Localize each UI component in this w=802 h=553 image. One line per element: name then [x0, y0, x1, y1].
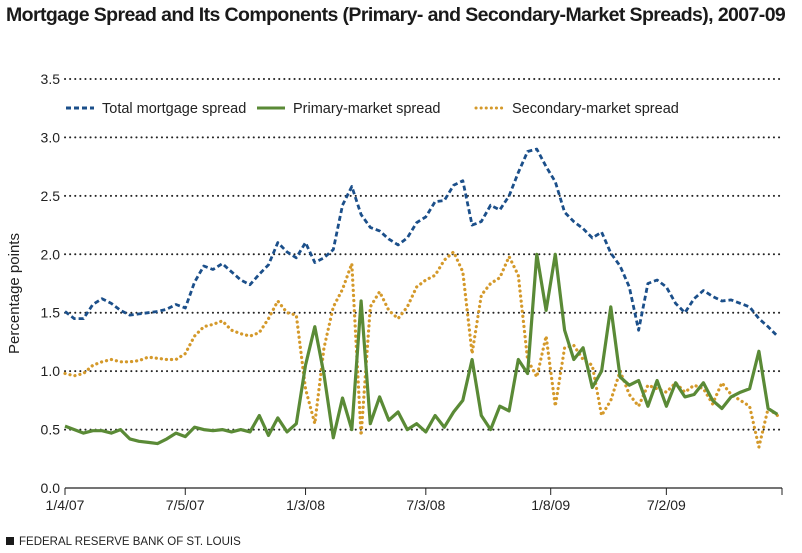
x-tick-label: 1/3/08 — [286, 497, 325, 513]
chart-title: Mortgage Spread and Its Components (Prim… — [6, 4, 786, 26]
y-tick-label: 2.0 — [41, 246, 61, 262]
y-tick-label: 1.5 — [41, 305, 61, 321]
x-tick-label: 1/8/09 — [531, 497, 570, 513]
footer-text: FEDERAL RESERVE BANK OF ST. LOUIS — [19, 536, 241, 548]
y-tick-label: 1.0 — [41, 363, 61, 379]
y-tick-label: 0.0 — [41, 480, 61, 496]
y-tick-label: 0.5 — [41, 422, 61, 438]
footer: FEDERAL RESERVE BANK OF ST. LOUIS — [6, 536, 241, 548]
y-tick-label: 3.0 — [41, 129, 61, 145]
x-tick-label: 7/2/09 — [647, 497, 686, 513]
series-line-primary-market-spread — [64, 252, 779, 446]
series-line-secondary-market-spread — [63, 250, 779, 449]
y-tick-label: 3.5 — [41, 71, 61, 87]
series-line-total-mortgage-spread — [64, 147, 779, 338]
x-tick-label: 7/5/07 — [166, 497, 205, 513]
y-axis-label: Percentage points — [6, 233, 23, 354]
x-tick-label: 1/4/07 — [46, 497, 85, 513]
legend-label: Total mortgage spread — [102, 101, 246, 117]
legend-label: Primary-market spread — [293, 101, 440, 117]
x-tick-label: 7/3/08 — [406, 497, 445, 513]
legend-label: Secondary-market spread — [512, 101, 679, 117]
y-tick-label: 2.5 — [41, 188, 61, 204]
logo-square-icon — [6, 537, 14, 545]
